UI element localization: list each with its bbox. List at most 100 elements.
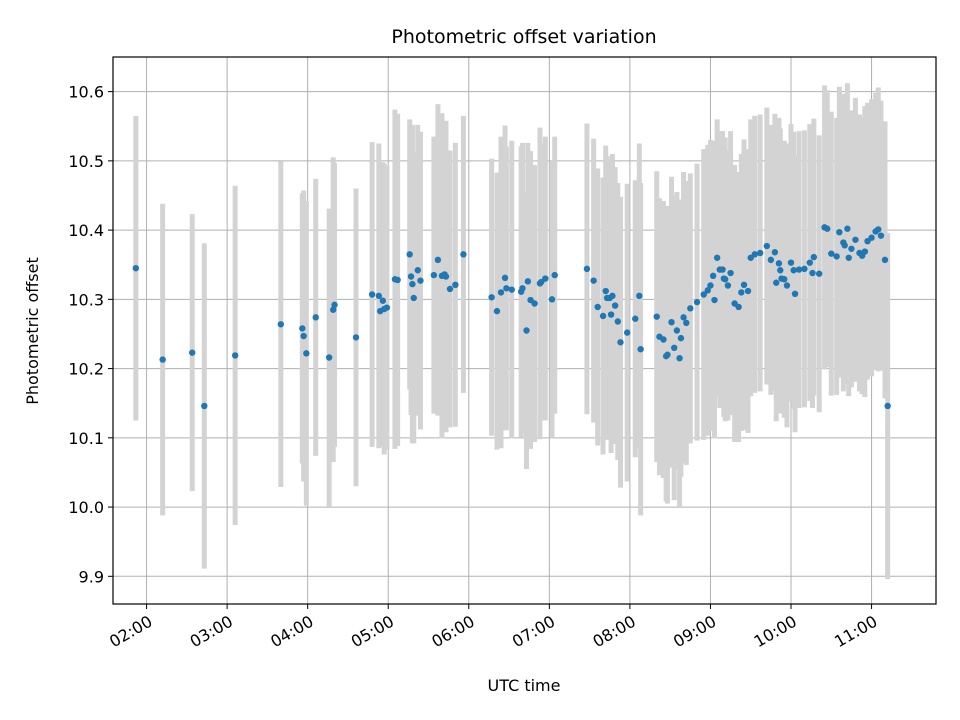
data-point — [676, 354, 683, 362]
data-point — [446, 285, 454, 293]
data-point — [709, 272, 717, 279]
data-point — [763, 242, 771, 250]
data-point — [806, 259, 813, 266]
data-point — [379, 297, 387, 304]
data-point — [488, 294, 495, 301]
data-point — [590, 277, 597, 284]
data-point — [848, 245, 855, 252]
data-point — [767, 256, 775, 264]
data-point — [783, 282, 791, 289]
x-tick-label: 04:00 — [267, 612, 316, 652]
data-point — [551, 271, 558, 279]
data-point — [884, 402, 891, 410]
data-point — [352, 334, 360, 341]
data-point — [677, 334, 685, 342]
data-point — [751, 251, 758, 258]
data-point — [868, 234, 875, 241]
data-point — [430, 271, 438, 279]
y-tick-label: 10.1 — [68, 429, 104, 448]
data-point — [713, 254, 721, 261]
data-point — [599, 312, 607, 320]
data-point — [503, 285, 510, 292]
data-point — [790, 267, 797, 274]
data-point — [687, 305, 694, 312]
data-point — [159, 356, 166, 363]
data-point — [845, 254, 852, 261]
data-point — [414, 267, 421, 274]
x-tick-label: 11:00 — [831, 612, 880, 652]
data-point — [637, 345, 644, 353]
data-point — [670, 344, 678, 352]
data-point — [636, 292, 643, 300]
data-point — [493, 307, 501, 315]
data-point — [744, 287, 752, 295]
y-tick-label: 10.5 — [68, 152, 104, 171]
data-point — [312, 314, 319, 321]
data-point — [368, 291, 376, 298]
data-point — [375, 292, 383, 300]
data-point — [815, 270, 823, 277]
data-point — [700, 291, 707, 298]
data-point — [452, 281, 459, 289]
data-point — [738, 289, 745, 296]
data-point — [624, 329, 631, 336]
data-point — [303, 350, 310, 357]
data-point — [531, 300, 538, 307]
data-point — [277, 321, 285, 328]
data-point — [617, 339, 624, 346]
data-point — [409, 280, 416, 288]
y-tick-label: 10.2 — [68, 360, 104, 379]
data-point — [740, 281, 748, 289]
data-point — [735, 303, 742, 311]
data-point — [680, 314, 687, 321]
y-tick-label: 10.3 — [68, 290, 104, 309]
data-point — [724, 282, 732, 289]
data-point — [300, 332, 307, 340]
x-tick-label: 06:00 — [428, 612, 477, 652]
data-point — [707, 282, 714, 289]
data-point — [668, 318, 675, 326]
data-point — [719, 266, 726, 273]
data-point — [497, 289, 505, 296]
data-point — [771, 249, 779, 256]
data-point — [777, 267, 784, 274]
data-point — [875, 226, 882, 233]
data-point — [548, 296, 556, 303]
data-point — [519, 285, 526, 292]
x-tick-label: 10:00 — [751, 612, 800, 652]
data-point — [653, 313, 660, 320]
data-point — [781, 276, 788, 283]
y-tick-label: 10.0 — [68, 498, 104, 517]
x-axis-ticks: 02:00 03:00 04:00 05:00 06:00 07:00 08:00 09:00… — [106, 604, 881, 652]
data-point — [407, 273, 415, 280]
data-point — [833, 253, 840, 260]
data-point — [809, 269, 816, 277]
data-point — [607, 311, 615, 318]
data-point — [704, 287, 711, 294]
data-point — [614, 318, 622, 325]
data-point — [383, 304, 391, 311]
data-point — [756, 249, 764, 257]
error-bars — [133, 83, 891, 580]
data-point — [132, 264, 140, 272]
data-point — [861, 248, 869, 255]
data-point — [410, 294, 417, 302]
y-axis-ticks: 9.9 10.0 10.1 10.2 10.3 10.4 10.5 10.6 — [68, 83, 113, 586]
data-point — [406, 251, 413, 258]
data-point — [299, 325, 306, 332]
data-point — [583, 265, 591, 273]
data-point — [773, 279, 780, 286]
data-point — [524, 278, 532, 285]
data-point — [852, 236, 859, 243]
data-point — [329, 306, 337, 313]
data-point — [722, 276, 729, 283]
data-point — [877, 232, 885, 239]
data-point — [460, 251, 467, 258]
data-point — [611, 302, 619, 309]
data-point — [711, 296, 718, 304]
data-point — [841, 242, 848, 249]
data-point — [664, 351, 671, 358]
data-point — [844, 225, 851, 232]
data-point — [394, 276, 401, 284]
plot-frame — [112, 56, 937, 605]
